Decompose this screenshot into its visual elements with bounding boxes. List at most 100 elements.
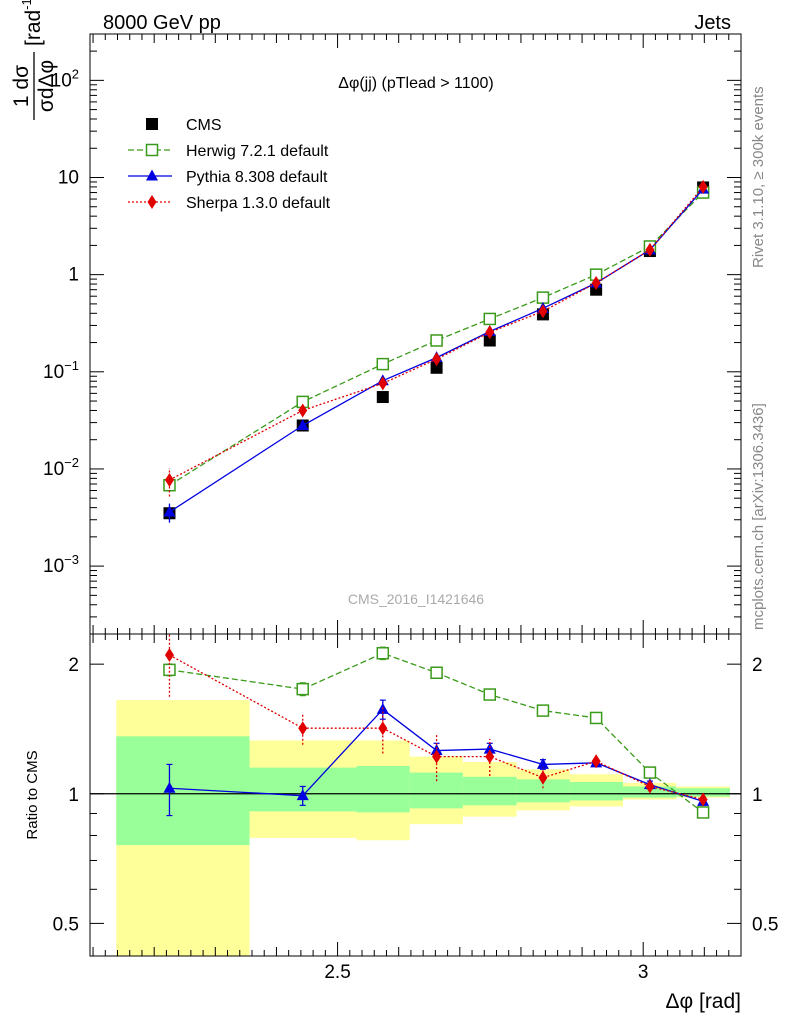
ratio-y-tick-label-right: 2: [752, 655, 763, 676]
marker-sherpa: [698, 179, 708, 194]
y-label-fraction-denominator: σdΔφ: [35, 60, 58, 112]
marker-sherpa: [378, 376, 388, 391]
ratio-marker-sherpa: [164, 648, 174, 663]
ratio-marker-sherpa: [591, 754, 601, 769]
ratio-marker-herwig: [483, 688, 497, 701]
series-line-sherpa: [169, 186, 704, 481]
series-herwig: [163, 186, 710, 492]
ratio-marker-sherpa: [698, 792, 708, 807]
ratio-panel-frame: [89, 633, 742, 957]
main-plot-content: [163, 179, 710, 523]
ratio-marker-pythia: [163, 781, 176, 793]
y-tick-label-exponent: 2: [72, 66, 79, 81]
ratio-series-herwig: [163, 646, 710, 819]
ratio-marker-herwig: [536, 704, 550, 717]
y-tick-label: 10−2: [43, 455, 79, 480]
uncertainty-band-inner: [409, 772, 463, 809]
legend-label-pythia: Pythia 8.308 default: [186, 169, 328, 186]
ratio-marker-herwig: [643, 766, 657, 779]
ratio-series-sherpa: [164, 634, 708, 807]
ratio-marker-pythia: [430, 744, 443, 756]
ratio-x-axis: 2.5 3: [92, 634, 730, 983]
y-tick-label: 1: [68, 265, 79, 286]
legend-label-herwig: Herwig 7.2.1 default: [186, 143, 329, 160]
marker-cms: [430, 361, 443, 374]
y-tick-label-base: 1: [68, 265, 79, 286]
ratio-plot-content: [90, 634, 741, 956]
header-category-label: Jets: [694, 12, 731, 34]
y-tick-label-base: 10: [43, 362, 64, 383]
y-tick-label: 10: [58, 168, 79, 189]
ratio-y-tick-label: 0.5: [53, 914, 79, 935]
y-label-fraction-numerator: 1 dσ: [10, 65, 33, 107]
marker-herwig: [536, 291, 550, 304]
ratio-marker-herwig: [296, 682, 309, 696]
plot-title: Δφ(jj) (pTlead > 1100): [338, 75, 494, 92]
ratio-y-axis: 0.5 0.5 1 1 2 2: [53, 655, 779, 935]
y-tick-label-base: 10: [51, 70, 72, 91]
ratio-marker-herwig: [430, 666, 443, 680]
uncertainty-band-inner: [462, 776, 517, 806]
legend-entry-sherpa: Sherpa 1.3.0 default: [128, 195, 331, 212]
uncertainty-band-inner: [516, 779, 570, 803]
marker-pythia: [163, 505, 176, 517]
rivet-version-label: Rivet 3.1.10, ≥ 300k events: [750, 86, 767, 268]
ratio-y-axis-label: Ratio to CMS: [24, 750, 41, 839]
y-tick-label: 10−1: [43, 358, 79, 383]
marker-sherpa: [485, 325, 495, 340]
main-y-axis-label: 1 dσ σdΔφ [rad-1]: [10, 0, 58, 120]
ratio-marker-herwig: [696, 806, 710, 819]
marker-sherpa: [164, 472, 174, 487]
marker-sherpa: [645, 242, 655, 257]
marker-sherpa: [538, 304, 548, 319]
y-tick-label-base: 10: [43, 556, 64, 577]
marker-cms: [483, 334, 496, 347]
series-sherpa: [164, 179, 708, 497]
arxiv-reference-label: mcplots.cern.ch [arXiv:1306.3436]: [750, 403, 767, 630]
marker-herwig: [430, 334, 443, 347]
legend-marker-herwig: [145, 143, 159, 157]
uncertainty-band-inner: [356, 766, 410, 813]
watermark-analysis-id: CMS_2016_I1421646: [348, 591, 484, 607]
ratio-y-tick-label: 1: [68, 785, 79, 806]
y-tick-label: 102: [51, 66, 79, 91]
legend: CMS Herwig 7.2.1 default Pythia 8.308 defa…: [128, 117, 331, 212]
y-label-unit: [rad-1]: [19, 0, 45, 46]
ratio-marker-herwig: [163, 663, 176, 677]
ratio-marker-pythia: [483, 742, 496, 754]
x-axis-label: Δφ [rad]: [666, 990, 742, 1013]
y-tick-label-exponent: −3: [64, 552, 79, 567]
legend-entry-pythia: Pythia 8.308 default: [128, 169, 328, 186]
main-x-axis-ticks: [92, 34, 730, 634]
marker-sherpa: [591, 276, 601, 291]
legend-entry-herwig: Herwig 7.2.1 default: [128, 143, 329, 160]
y-tick-label-base: 10: [58, 168, 79, 189]
marker-sherpa: [298, 403, 308, 418]
marker-herwig: [376, 357, 390, 371]
y-tick-label-exponent: −2: [64, 455, 79, 470]
x-tick-label: 2.5: [324, 962, 350, 983]
ratio-y-tick-label-right: 1: [752, 785, 763, 806]
uncertainty-band-inner: [116, 736, 250, 846]
marker-cms: [376, 391, 389, 404]
ratio-marker-pythia: [536, 757, 549, 769]
header-energy-label: 8000 GeV pp: [103, 12, 221, 34]
y-label-unit-open: [rad: [22, 10, 45, 46]
ratio-marker-sherpa: [432, 749, 442, 764]
legend-marker-sherpa: [147, 195, 157, 209]
y-tick-label-base: 10: [43, 459, 64, 480]
ratio-marker-herwig: [589, 711, 603, 725]
marker-herwig: [483, 312, 497, 326]
legend-marker-cms: [146, 118, 158, 130]
ratio-panel: 0.5 0.51 12 2 2.5 3: [53, 633, 779, 983]
ratio-y-tick-label: 2: [68, 655, 79, 676]
ratio-marker-sherpa: [645, 779, 655, 794]
ratio-marker-sherpa: [378, 721, 388, 736]
y-label-unit-exponent: -1: [19, 0, 34, 10]
series-line-pythia: [169, 188, 704, 513]
ratio-marker-pythia: [296, 789, 309, 801]
legend-entry-cms: CMS: [146, 117, 222, 134]
legend-label-sherpa: Sherpa 1.3.0 default: [186, 195, 331, 212]
